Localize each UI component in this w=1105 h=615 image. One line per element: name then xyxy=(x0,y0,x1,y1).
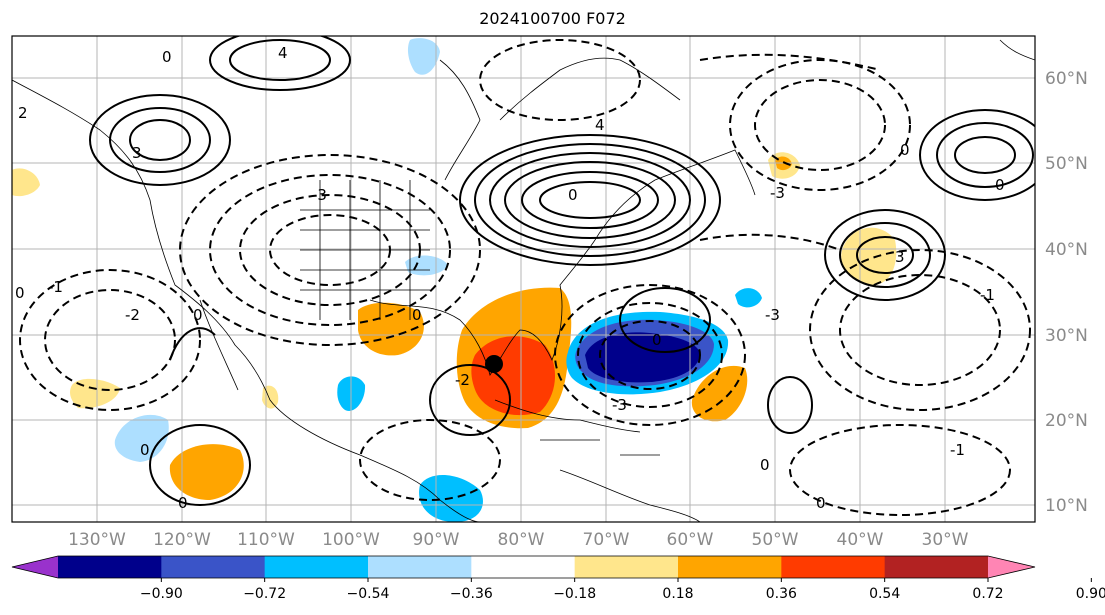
colorbar: −0.90 −0.72 −0.54 −0.36 −0.18 0.18 0.36 0.54 0.7… xyxy=(11,555,1105,602)
contour-label: 4 xyxy=(278,44,288,62)
lon-label: 90°W xyxy=(413,530,460,550)
page-title: 2024100700 F072 xyxy=(479,9,626,28)
colorbar-segment xyxy=(264,556,369,578)
negative-anomaly-pacific xyxy=(114,414,169,462)
contour-label: -3 xyxy=(612,396,627,414)
positive-anomaly-central-atlantic xyxy=(691,365,748,422)
lon-label: 70°W xyxy=(583,530,630,550)
graticule xyxy=(12,36,1035,522)
colorbar-tick-label: 0.18 xyxy=(662,586,693,602)
colorbar-tick-label: 0.54 xyxy=(869,586,900,602)
contour-label: 0 xyxy=(178,494,188,512)
contour-label: 0 xyxy=(652,331,662,349)
lon-label: 100°W xyxy=(322,530,380,550)
lon-label: 80°W xyxy=(498,530,545,550)
lon-label: 120°W xyxy=(153,530,211,550)
map-border xyxy=(11,35,1036,523)
colorbar-segment xyxy=(161,556,266,578)
colorbar-tick-label: 0.36 xyxy=(766,586,797,602)
lon-label: 50°W xyxy=(752,530,799,550)
contour-label: 4 xyxy=(595,116,605,134)
colorbar-tick-label: −0.72 xyxy=(243,586,286,602)
contour-label: 0 xyxy=(412,306,422,324)
storm-center-dot xyxy=(485,355,503,373)
contour-label: 2 xyxy=(18,104,28,122)
colorbar-extend-low xyxy=(12,556,58,578)
coastlines xyxy=(12,39,1035,522)
lat-label: 20°N xyxy=(1045,411,1088,431)
contour-label: 0 xyxy=(995,176,1005,194)
colorbar-segment xyxy=(471,556,576,578)
lat-label: 40°N xyxy=(1045,240,1088,260)
colorbar-segment xyxy=(884,556,989,578)
colorbar-outline xyxy=(11,555,1036,579)
contour-label: 0 xyxy=(162,48,172,66)
contour-label: 0 xyxy=(140,441,150,459)
lat-label: 60°N xyxy=(1045,69,1088,89)
lat-label: 30°N xyxy=(1045,326,1088,346)
colorbar-segment xyxy=(368,556,472,578)
negative-anomaly-hudson xyxy=(407,38,440,75)
shaded-anomalies xyxy=(12,38,897,522)
colorbar-segment xyxy=(678,556,782,578)
contour-label: -1 xyxy=(48,278,63,296)
negative-anomaly-atlantic-core xyxy=(585,332,700,383)
positive-anomaly-texas xyxy=(358,302,424,356)
positive-anomaly-east-atlantic xyxy=(841,227,897,286)
colorbar-tick-label: −0.54 xyxy=(347,586,390,602)
colorbar-segment xyxy=(58,556,162,578)
lon-label: 40°W xyxy=(837,530,884,550)
colorbar-tick-label: −0.36 xyxy=(450,586,493,602)
lat-labels: 60°N 50°N 40°N 30°N 20°N 10°N xyxy=(1045,69,1088,516)
colorbar-tick-label: −0.90 xyxy=(140,586,183,602)
negative-anomaly-small-atlantic xyxy=(735,288,762,308)
contour-label: 0 xyxy=(816,494,826,512)
lat-label: 50°N xyxy=(1045,154,1088,174)
contour-label: 3 xyxy=(895,248,905,266)
lon-label: 110°W xyxy=(237,530,295,550)
contour-label: -1 xyxy=(980,286,995,304)
lat-label: 10°N xyxy=(1045,496,1088,516)
contour-label: -3 xyxy=(765,306,780,324)
lon-label: 30°W xyxy=(922,530,969,550)
contour-label-group: 0 4 3 2 -3 -2 -1 0 4 0 -3 0 -3 -3 3 -1 0… xyxy=(15,44,1005,512)
contour-label: 0 xyxy=(15,284,25,302)
colorbar-tick-label: −0.18 xyxy=(553,586,596,602)
contour-label: -3 xyxy=(312,186,327,204)
contour-label: -3 xyxy=(770,184,785,202)
contour-label: 3 xyxy=(132,144,142,162)
contour-label: -2 xyxy=(125,306,140,324)
colorbar-extend-high xyxy=(988,556,1035,578)
contour-label: 0 xyxy=(193,306,203,324)
contour-label: -1 xyxy=(950,441,965,459)
contours-positive xyxy=(89,36,1035,506)
lon-labels: 130°W 120°W 110°W 100°W 90°W 80°W 70°W 6… xyxy=(68,530,969,550)
colorbar-segment xyxy=(574,556,679,578)
contour-label: 0 xyxy=(900,141,910,159)
contour-label: 0 xyxy=(760,456,770,474)
contour-label: -2 xyxy=(455,371,470,389)
lon-label: 60°W xyxy=(667,530,714,550)
positive-anomaly-pacific xyxy=(169,444,244,500)
colorbar-segment xyxy=(781,556,886,578)
lon-label: 130°W xyxy=(68,530,126,550)
positive-anomaly-west xyxy=(12,168,40,197)
contours-negative xyxy=(19,39,1031,516)
colorbar-tick-label: 0.90 xyxy=(1076,586,1105,602)
contour-label: 0 xyxy=(568,186,578,204)
colorbar-tick-label: 0.72 xyxy=(972,586,1003,602)
